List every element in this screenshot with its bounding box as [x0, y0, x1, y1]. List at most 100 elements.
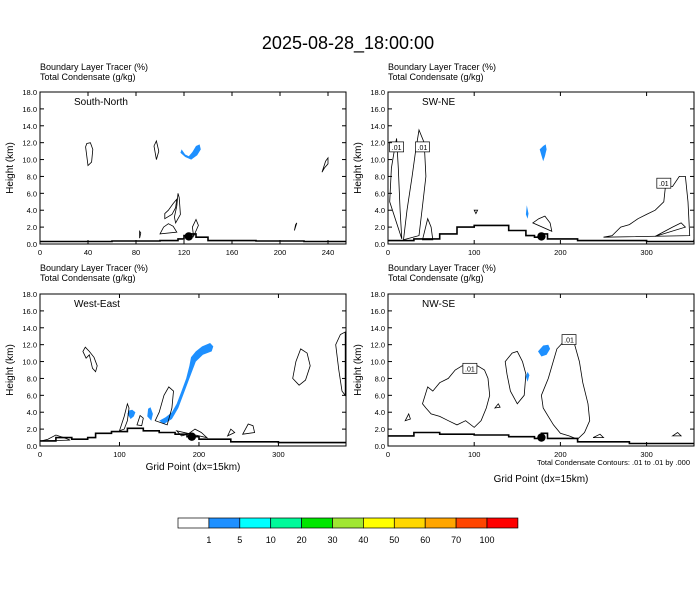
condensate-contour — [292, 348, 311, 386]
plot-frame — [387, 293, 695, 447]
condensate-contour — [175, 428, 209, 439]
y-tick-label: 0.0 — [375, 240, 385, 249]
plot-area — [40, 331, 346, 444]
colorbar-label: 5 — [237, 535, 242, 545]
contour-label-box — [462, 362, 478, 374]
condensate-contour — [504, 350, 527, 405]
colorbar: 1 5 10 20 30 40 50 60 70 100 — [177, 517, 519, 545]
condensate-contour — [173, 193, 181, 225]
condensate-contour — [603, 176, 691, 238]
tracer-blob — [159, 343, 214, 424]
terrain-line — [40, 427, 346, 444]
y-tick-label: 0.0 — [27, 240, 37, 249]
colorbar-swatch — [455, 517, 488, 529]
contour-label: .01 — [659, 181, 669, 188]
plot-area: .01 .01 .01 — [388, 128, 694, 243]
condensate-contour — [191, 218, 199, 238]
condensate-contour — [321, 156, 329, 173]
x-tick-label: 0 — [386, 450, 390, 459]
location-marker — [184, 232, 193, 241]
y-tick-label: 14.0 — [370, 324, 385, 333]
colorbar-swatch — [270, 517, 302, 529]
y-tick-label: 10.0 — [370, 358, 385, 367]
y-tick-label: 2.0 — [27, 425, 37, 434]
colorbar-label: 10 — [266, 535, 276, 545]
x-tick-label: 200 — [274, 248, 287, 257]
condensate-contour — [294, 222, 298, 231]
condensate-contour — [164, 197, 178, 220]
colorbar-label: 30 — [327, 535, 337, 545]
panel-south-north: Boundary Layer Tracer (%)Total Condensat… — [5, 62, 347, 257]
colorbar-label: 70 — [451, 535, 461, 545]
y-tick-label: 14.0 — [22, 122, 37, 131]
colorbar-label: 60 — [420, 535, 430, 545]
y-tick-label: 16.0 — [370, 105, 385, 114]
figure-title: 2025-08-28_18:00:00 — [262, 33, 434, 54]
y-tick-label: 4.0 — [375, 206, 385, 215]
x-tick-label: 200 — [193, 450, 206, 459]
y-tick-label: 6.0 — [375, 391, 385, 400]
colorbar-swatch — [424, 517, 457, 529]
y-tick-label: 18.0 — [22, 88, 37, 97]
y-tick-label: 16.0 — [370, 307, 385, 316]
panel-sw-ne: Boundary Layer Tracer (%)Total Condensat… — [353, 62, 695, 257]
plot-area — [40, 139, 346, 243]
plot-frame — [39, 293, 347, 447]
condensate-contour — [655, 222, 687, 237]
colorbar-swatch — [332, 517, 364, 529]
tracer-blob — [127, 409, 136, 419]
panel-header-line2: Total Condensate (g/kg) — [40, 72, 136, 82]
y-tick-label: 6.0 — [27, 189, 37, 198]
contour-label: .01 — [418, 145, 428, 152]
condensate-contour — [389, 138, 403, 240]
location-marker — [187, 432, 197, 441]
y-tick-label: 12.0 — [22, 139, 37, 148]
y-tick-label: 16.0 — [22, 105, 37, 114]
y-tick-label: 12.0 — [22, 341, 37, 350]
x-tick-label: 300 — [640, 450, 653, 459]
y-tick-label: 10.0 — [370, 156, 385, 165]
colorbar-swatch — [239, 517, 272, 529]
panel-nw-se: Boundary Layer Tracer (%)Total Condensat… — [353, 263, 695, 485]
y-tick-label: 12.0 — [370, 139, 385, 148]
y-tick-label: 2.0 — [375, 425, 385, 434]
plot-frame — [387, 91, 695, 245]
y-tick-label: 8.0 — [27, 374, 37, 383]
contour-label-box — [415, 141, 430, 153]
y-tick-label: 2.0 — [375, 223, 385, 232]
condensate-contour — [531, 215, 553, 232]
y-tick-label: 10.0 — [22, 358, 37, 367]
colorbar-label: 40 — [358, 535, 368, 545]
section-label: NW-SE — [422, 299, 455, 310]
y-tick-label: 4.0 — [27, 206, 37, 215]
y-tick-label: 6.0 — [27, 391, 37, 400]
colorbar-swatch — [301, 517, 333, 529]
y-tick-label: 8.0 — [375, 172, 385, 181]
contour-label-box — [561, 334, 577, 345]
y-tick-label: 0.0 — [375, 442, 385, 451]
condensate-contour — [41, 434, 71, 442]
panels: Boundary Layer Tracer (%)Total Condensat… — [5, 62, 695, 485]
condensate-contour — [241, 423, 256, 435]
condensate-contour — [335, 331, 346, 397]
terrain-line — [40, 233, 346, 243]
condensate-contour — [421, 217, 434, 241]
colorbar-swatch — [363, 517, 395, 529]
x-tick-label: 0 — [386, 248, 390, 257]
tracer-blob — [180, 144, 201, 160]
colorbar-swatch — [177, 517, 210, 529]
panel-west-east: Boundary Layer Tracer (%)Total Condensat… — [5, 263, 347, 473]
colorbar-label: 20 — [297, 535, 307, 545]
tracer-blob — [525, 205, 529, 219]
x-tick-label: 120 — [178, 248, 191, 257]
plot-area: .01 .01 — [388, 334, 694, 445]
section-label: West-East — [74, 299, 120, 310]
tracer-blob — [147, 407, 153, 421]
x-tick-label: 100 — [468, 450, 481, 459]
condensate-contour — [85, 142, 94, 167]
terrain-line — [388, 224, 694, 243]
condensate-contour — [540, 339, 591, 440]
y-axis-label: Height (km) — [353, 142, 364, 194]
contour-label-box — [389, 141, 404, 153]
condensate-contour — [118, 402, 130, 432]
